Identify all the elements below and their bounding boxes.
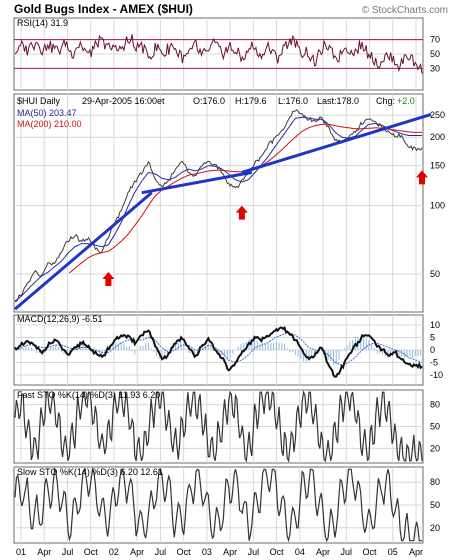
- price-open: O:176.0: [193, 96, 225, 106]
- x-tick-label: Oct: [270, 547, 285, 557]
- price-low: L:176.0: [278, 96, 308, 106]
- macd-line: [14, 325, 423, 378]
- x-tick-label: 04: [295, 547, 305, 557]
- price-high: H:179.6: [235, 96, 267, 106]
- macd-label: MACD(12,26,9) -6.51: [17, 314, 103, 324]
- x-tick-label: 03: [202, 547, 212, 557]
- annotations: [14, 112, 432, 311]
- x-tick-label: Apr: [409, 547, 423, 557]
- slow-sto-tick-label: 50: [430, 500, 440, 510]
- chart-title: Gold Bugs Index - AMEX ($HUI): [14, 2, 193, 16]
- rsi-label: RSI(14) 31.9: [17, 18, 68, 28]
- fast-sto-tick-label: 20: [430, 443, 440, 453]
- fast-sto-line: [14, 390, 423, 463]
- x-tick-label: Apr: [37, 547, 51, 557]
- red-arrow-marker: [416, 170, 428, 185]
- fast-sto-label: Fast STO %K(14) %D(3) 11.93 6.20: [17, 390, 160, 400]
- price-tick-label: 200: [430, 132, 445, 142]
- trendline: [241, 112, 432, 174]
- macd-signal-line: [14, 331, 423, 366]
- watermark: © StockCharts.com: [362, 5, 448, 16]
- x-tick-label: Jul: [155, 547, 167, 557]
- x-tick-label: Apr: [316, 547, 330, 557]
- price-frame: [13, 93, 424, 313]
- x-tick-label: Apr: [223, 547, 237, 557]
- price-symbol: $HUI Daily: [17, 96, 61, 106]
- x-tick-label: 02: [109, 547, 119, 557]
- red-arrow-marker: [235, 205, 248, 220]
- rsi-tick-label: 70: [430, 35, 440, 45]
- price-tick-label: 150: [430, 161, 445, 171]
- price-tick-label: 250: [430, 110, 445, 120]
- legend-ma50: MA(50) 203.47: [17, 108, 77, 118]
- slow-sto-label: Slow STO %K(14) %D(3) 6.20 12.61: [17, 467, 163, 477]
- legend-ma200: MA(200) 210.00: [17, 119, 82, 129]
- macd-tick-label: -10: [430, 370, 443, 380]
- trendline: [141, 170, 253, 195]
- macd-tick-label: 10: [430, 320, 440, 330]
- red-arrow-marker: [102, 272, 115, 287]
- price-last: Last:178.0: [317, 96, 359, 106]
- x-tick-label: Jul: [248, 547, 260, 557]
- x-tick-label: Apr: [130, 547, 144, 557]
- x-tick-label: Oct: [84, 547, 99, 557]
- trendline: [14, 191, 153, 311]
- rsi-tick-label: 30: [430, 63, 440, 73]
- x-tick-label: Jul: [62, 547, 74, 557]
- x-tick-label: Oct: [177, 547, 192, 557]
- tick-labels: 30507050100150200250-10-5051020508020508…: [16, 35, 445, 557]
- macd-tick-label: 0: [430, 345, 435, 355]
- fast-sto-tick-label: 80: [430, 400, 440, 410]
- x-tick-label: 01: [16, 547, 26, 557]
- price-tick-label: 50: [430, 269, 440, 279]
- labels: Gold Bugs Index - AMEX ($HUI) © StockCha…: [14, 2, 448, 477]
- price-change-label: Chg:: [376, 96, 395, 106]
- x-tick-label: 05: [388, 547, 398, 557]
- price-date: 29-Apr-2005 16:00et: [82, 96, 165, 106]
- fast-sto-tick-label: 50: [430, 422, 440, 432]
- rsi-line: [14, 34, 423, 74]
- x-tick-label: Jul: [341, 547, 353, 557]
- slow-sto-tick-label: 20: [430, 523, 440, 533]
- slow-sto-tick-label: 80: [430, 477, 440, 487]
- macd-tick-label: 5: [430, 333, 435, 343]
- price-tick-label: 100: [430, 201, 445, 211]
- series-lines: [14, 34, 423, 543]
- slow-sto-line: [14, 467, 422, 543]
- macd-tick-label: -5: [430, 358, 438, 368]
- x-tick-label: Oct: [363, 547, 378, 557]
- rsi-tick-label: 50: [430, 49, 440, 59]
- price-change-value: +2.0: [397, 96, 415, 106]
